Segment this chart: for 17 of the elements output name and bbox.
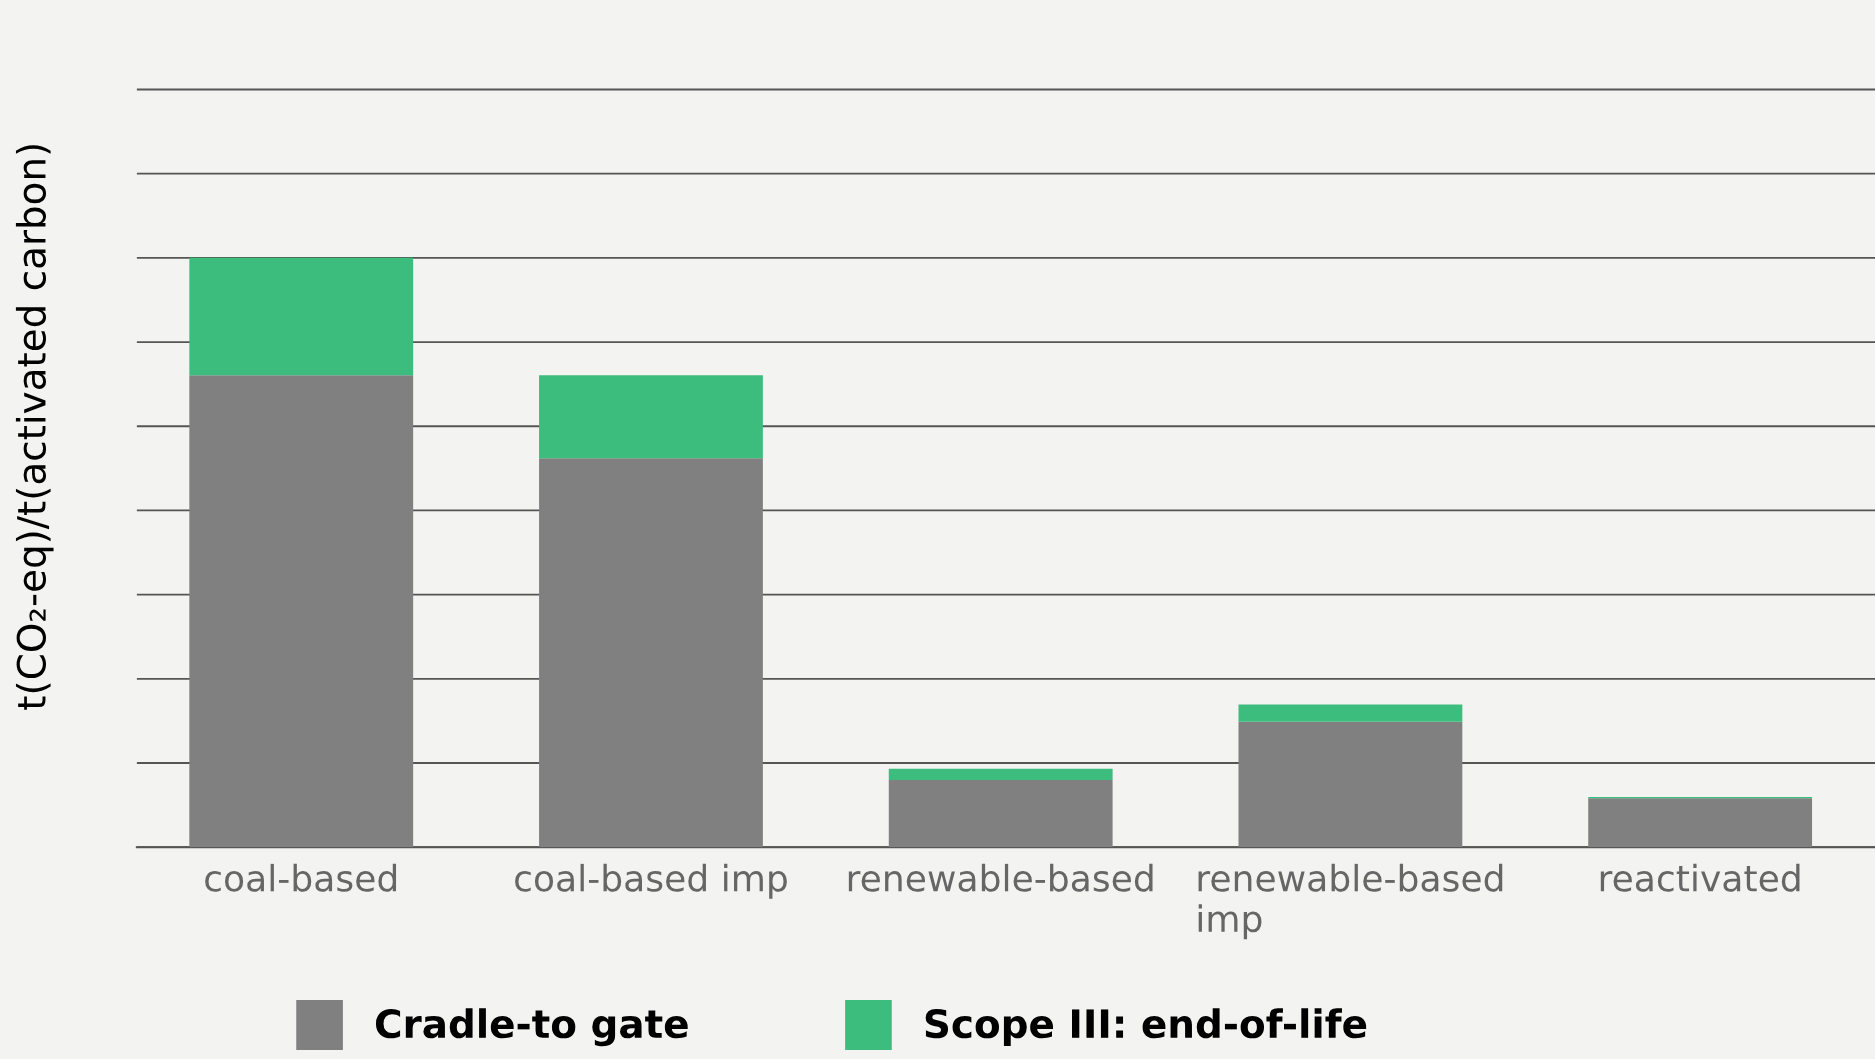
bar xyxy=(1238,704,1463,722)
bar xyxy=(539,458,763,848)
x-tick-label: renewable-based xyxy=(848,863,1153,892)
bar xyxy=(189,375,414,848)
legend-label: Cradle-to gate xyxy=(375,1008,688,1047)
bar xyxy=(539,375,763,459)
bar xyxy=(189,257,414,376)
legend-label: Scope III: end-of-life xyxy=(925,1008,1367,1046)
bar xyxy=(888,780,1113,848)
bar xyxy=(1588,798,1813,848)
y-axis-title: t(CO₂-eq)/t(activated carbon) xyxy=(15,145,54,710)
bar xyxy=(1238,721,1463,848)
bar xyxy=(888,768,1113,781)
x-tick-label: coal-based imp xyxy=(515,863,787,899)
x-tick-label: coal-based xyxy=(205,863,397,892)
x-tick-label: renewable-based imp xyxy=(1198,863,1503,940)
x-tick-label: reactivated xyxy=(1600,863,1800,892)
